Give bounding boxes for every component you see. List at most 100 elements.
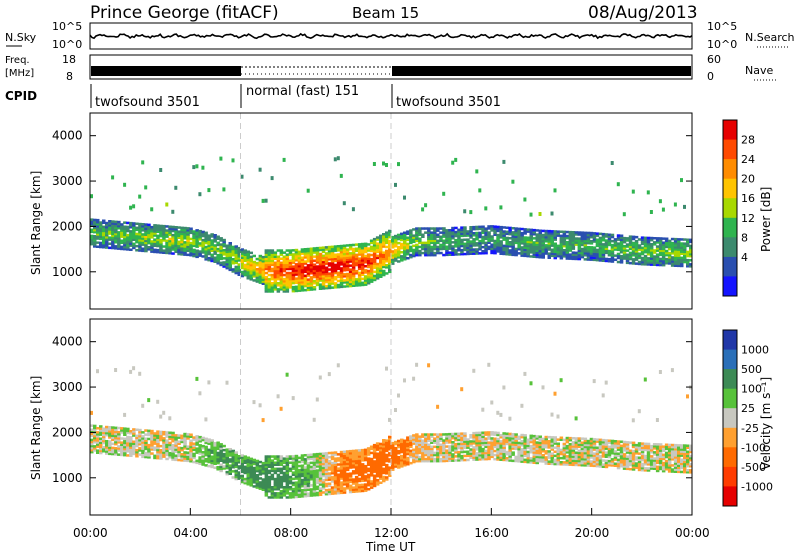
heatmap-cell (279, 282, 284, 285)
heatmap-cell (354, 471, 359, 475)
heatmap-cell (577, 247, 582, 251)
heatmap-cell (333, 463, 338, 467)
heatmap-cell (601, 245, 606, 248)
heatmap-cell (183, 443, 187, 446)
heatmap-cell (309, 467, 314, 471)
heatmap-cell (379, 248, 383, 252)
heatmap-cell (195, 237, 199, 240)
heatmap-cell (123, 247, 127, 251)
heatmap-cell (388, 268, 392, 271)
heatmap-cell (132, 450, 136, 454)
heatmap-cell (144, 233, 148, 236)
heatmap-cell (460, 234, 464, 238)
heatmap-cell (403, 249, 407, 253)
heatmap-cell (406, 257, 410, 260)
heatmap-cell (544, 437, 548, 441)
heatmap-cell (108, 220, 112, 223)
heatmap-cell (451, 235, 455, 238)
heatmap-cell (138, 430, 142, 434)
heatmap-cell (382, 245, 386, 248)
heatmap-cell (538, 447, 542, 451)
heatmap-cell (324, 470, 329, 473)
heatmap-cell (300, 489, 305, 492)
heatmap-cell (276, 467, 281, 471)
heatmap-cell (481, 227, 485, 230)
heatmap-cell (400, 457, 404, 460)
heatmap-cell (216, 461, 220, 465)
heatmap-cell (655, 237, 660, 240)
heatmap-cell (436, 435, 440, 438)
heatmap-cell (285, 475, 290, 479)
heatmap-cell (201, 245, 205, 248)
heatmap-cell (342, 269, 347, 272)
heatmap-cell (210, 247, 214, 250)
heatmap-cell (415, 235, 419, 238)
heatmap-cell (634, 254, 639, 257)
heatmap-cell (111, 226, 115, 229)
heatmap-cell (514, 239, 518, 242)
heatmap-cell (201, 247, 205, 250)
heatmap-cell (330, 261, 335, 265)
heatmap-cell (388, 252, 392, 255)
heatmap-cell (219, 465, 223, 469)
heatmap-cell (165, 229, 169, 232)
heatmap-cell (385, 476, 389, 479)
heatmap-cell (526, 456, 530, 460)
heatmap-cell (243, 255, 247, 258)
heatmap-cell (535, 453, 539, 457)
heatmap-cell (547, 435, 551, 439)
heatmap-cell (279, 475, 284, 479)
heatmap-cell (195, 241, 199, 244)
heatmap-cell (264, 277, 269, 281)
heatmap-cell (385, 245, 389, 249)
heatmap-cell (382, 449, 386, 452)
heatmap-cell (207, 234, 211, 237)
heatmap-cell (502, 442, 506, 445)
heatmap-cell (363, 250, 368, 254)
heatmap-cell (327, 264, 332, 267)
heatmap-cell (183, 439, 187, 442)
heatmap-cell (565, 447, 570, 450)
heatmap-cell (309, 267, 314, 271)
heatmap-cell (234, 257, 238, 261)
heatmap-cell (351, 264, 356, 267)
heatmap-cell (273, 469, 278, 473)
heatmap-cell (556, 446, 560, 450)
heatmap-cell (400, 454, 404, 458)
heatmap-cell (409, 239, 413, 242)
heatmap-cell (379, 269, 383, 272)
heatmap-cell (276, 463, 281, 466)
heatmap-cell (406, 448, 410, 452)
heatmap-cell (171, 454, 175, 457)
heatmap-cell (664, 257, 669, 261)
heatmap-cell (445, 435, 449, 438)
heatmap-cell (168, 416, 172, 421)
heatmap-cell (339, 285, 344, 289)
heatmap-cell (201, 238, 205, 242)
heatmap-cell (421, 207, 425, 212)
heatmap-cell (556, 250, 560, 254)
heatmap-cell (487, 437, 491, 440)
heatmap-cell (318, 462, 323, 466)
heatmap-cell (496, 433, 500, 437)
heatmap-cell (520, 242, 524, 245)
heatmap-cell (333, 465, 338, 469)
heatmap-cell (141, 455, 145, 459)
heatmap-cell (156, 454, 160, 458)
heatmap-cell (309, 471, 314, 475)
heatmap-cell (421, 447, 425, 451)
heatmap-cell (595, 258, 600, 262)
heatmap-cell (556, 444, 560, 447)
heatmap-cell (264, 457, 269, 460)
heatmap-cell (312, 286, 317, 289)
heatmap-cell (451, 230, 455, 234)
heatmap-cell (529, 251, 533, 254)
heatmap-cell (192, 444, 196, 447)
heatmap-cell (683, 244, 687, 247)
heatmap-cell (562, 455, 567, 458)
heatmap-cell (132, 228, 136, 231)
heatmap-cell (183, 432, 187, 436)
heatmap-cell (577, 241, 582, 244)
heatmap-cell (532, 243, 536, 246)
heatmap-cell (388, 270, 392, 274)
